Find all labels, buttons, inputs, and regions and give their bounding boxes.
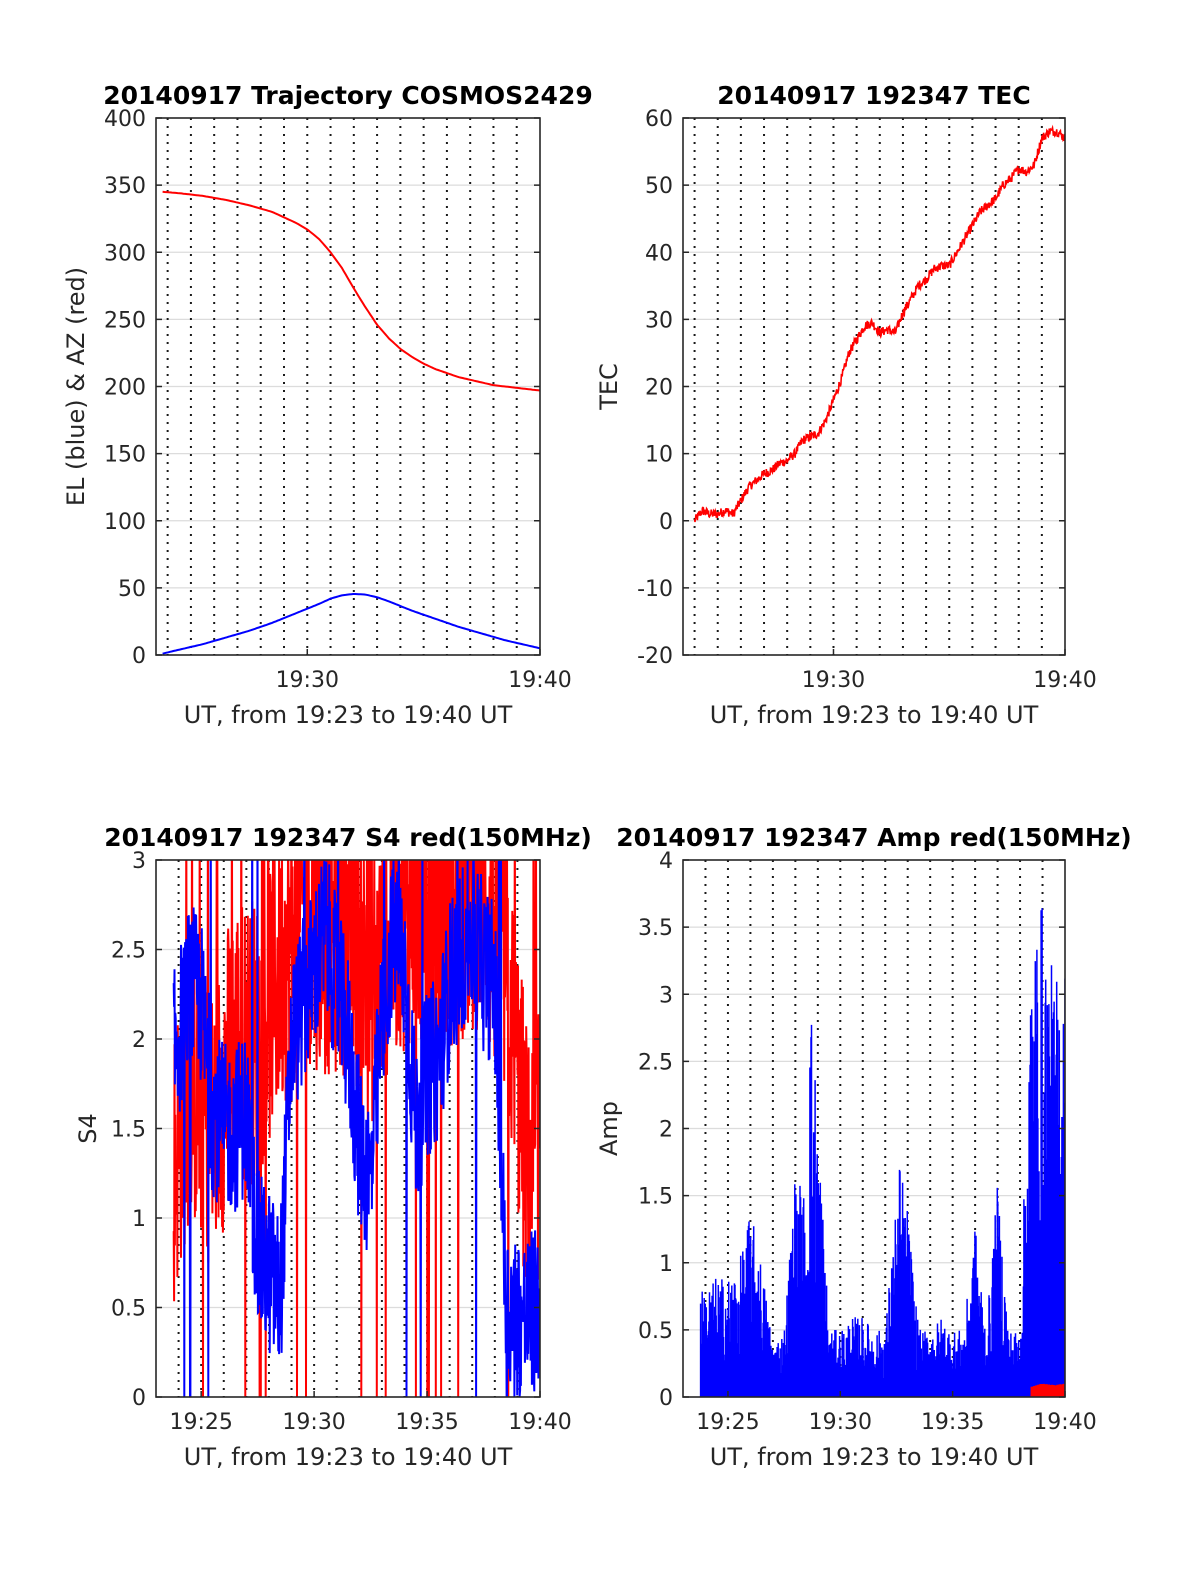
x-axis-label: UT, from 19:23 to 19:40 UT bbox=[710, 701, 1039, 729]
y-tick-label: 400 bbox=[104, 107, 146, 132]
y-tick-label: 60 bbox=[645, 107, 673, 132]
x-axis-label: UT, from 19:23 to 19:40 UT bbox=[710, 1443, 1039, 1471]
amp-panel: 0 0.5 1 1.5 2 2.5 3 3.5 4 19:25 19:30 19:35 19:40 201… bbox=[595, 823, 1132, 1471]
y-tick-label: 0.5 bbox=[638, 1319, 673, 1344]
s4-panel: 0 0.5 1 1.5 2 2.5 3 19:25 19:30 19:35 19:40 2014091… bbox=[74, 823, 592, 1471]
y-tick-label: 2.5 bbox=[638, 1050, 673, 1075]
y-tick-label: -10 bbox=[637, 577, 673, 602]
chart-title: 20140917 192347 S4 red(150MHz) bbox=[104, 823, 592, 852]
series-group bbox=[693, 124, 1065, 523]
x-tick-label: 19:40 bbox=[508, 1410, 571, 1435]
y-tick-label: 1.5 bbox=[638, 1185, 673, 1210]
x-tick-label: 19:30 bbox=[802, 668, 865, 693]
series-group bbox=[172, 860, 540, 1397]
y-tick-label: 200 bbox=[104, 376, 146, 401]
series-line-blue bbox=[162, 593, 540, 655]
trajectory-panel: 0 50 100 150 200 250 300 350 400 19:30 19:40 201409… bbox=[62, 81, 593, 729]
y-tick-label: 3 bbox=[659, 983, 673, 1008]
y-tick-label: 2 bbox=[659, 1118, 673, 1143]
x-tick-label: 19:40 bbox=[1033, 1410, 1096, 1435]
chart-title: 20140917 192347 Amp red(150MHz) bbox=[616, 823, 1132, 852]
y-tick-label: 1 bbox=[132, 1207, 146, 1232]
y-tick-label: 20 bbox=[645, 376, 673, 401]
y-tick-label: 2.5 bbox=[111, 939, 146, 964]
y-tick-label: 100 bbox=[104, 510, 146, 535]
x-tick-label: 19:40 bbox=[1033, 668, 1096, 693]
series-group bbox=[699, 908, 1065, 1397]
y-tick-label: 0.5 bbox=[111, 1297, 146, 1322]
y-tick-label: 3.5 bbox=[638, 916, 673, 941]
y-tick-label: -20 bbox=[637, 644, 673, 669]
series-fill-red bbox=[1030, 1383, 1065, 1397]
y-tick-label: 2 bbox=[132, 1028, 146, 1053]
series-fill-blue bbox=[699, 908, 1065, 1397]
y-axis-label: EL (blue) & AZ (red) bbox=[62, 267, 90, 506]
y-tick-label: 1 bbox=[659, 1252, 673, 1277]
tec-panel: -20 -10 0 10 20 30 40 50 60 19:30 19:40 20140917 19… bbox=[595, 81, 1097, 729]
x-tick-label: 19:40 bbox=[508, 668, 571, 693]
y-tick-label: 250 bbox=[104, 308, 146, 333]
y-tick-label: 50 bbox=[118, 577, 146, 602]
y-tick-label: 50 bbox=[645, 174, 673, 199]
series-line-blue bbox=[172, 860, 540, 1397]
y-tick-label: 300 bbox=[104, 241, 146, 266]
y-tick-label: 4 bbox=[659, 849, 673, 874]
y-tick-label: 0 bbox=[659, 510, 673, 535]
y-axis-label: S4 bbox=[74, 1113, 102, 1144]
x-tick-label: 19:25 bbox=[169, 1410, 232, 1435]
y-tick-label: 350 bbox=[104, 174, 146, 199]
y-tick-label: 30 bbox=[645, 308, 673, 333]
y-tick-label: 0 bbox=[659, 1386, 673, 1411]
x-axis-label: UT, from 19:23 to 19:40 UT bbox=[184, 1443, 513, 1471]
x-axis-label: UT, from 19:23 to 19:40 UT bbox=[184, 701, 513, 729]
y-axis-label: Amp bbox=[595, 1101, 623, 1156]
chart-title: 20140917 192347 TEC bbox=[717, 81, 1030, 110]
x-tick-label: 19:35 bbox=[921, 1410, 984, 1435]
x-tick-label: 19:35 bbox=[395, 1410, 458, 1435]
x-tick-label: 19:25 bbox=[696, 1410, 759, 1435]
y-tick-label: 40 bbox=[645, 241, 673, 266]
x-tick-label: 19:30 bbox=[276, 668, 339, 693]
chart-title: 20140917 Trajectory COSMOS2429 bbox=[103, 81, 593, 110]
y-tick-label: 3 bbox=[132, 849, 146, 874]
y-tick-label: 150 bbox=[104, 443, 146, 468]
series-group bbox=[162, 190, 540, 655]
y-tick-label: 10 bbox=[645, 443, 673, 468]
x-tick-label: 19:30 bbox=[809, 1410, 872, 1435]
y-axis-label: TEC bbox=[595, 363, 623, 411]
y-tick-label: 0 bbox=[132, 1386, 146, 1411]
y-tick-label: 1.5 bbox=[111, 1118, 146, 1143]
series-line-red bbox=[693, 124, 1065, 523]
y-tick-label: 0 bbox=[132, 644, 146, 669]
x-tick-label: 19:30 bbox=[282, 1410, 345, 1435]
series-line-red bbox=[162, 190, 540, 392]
